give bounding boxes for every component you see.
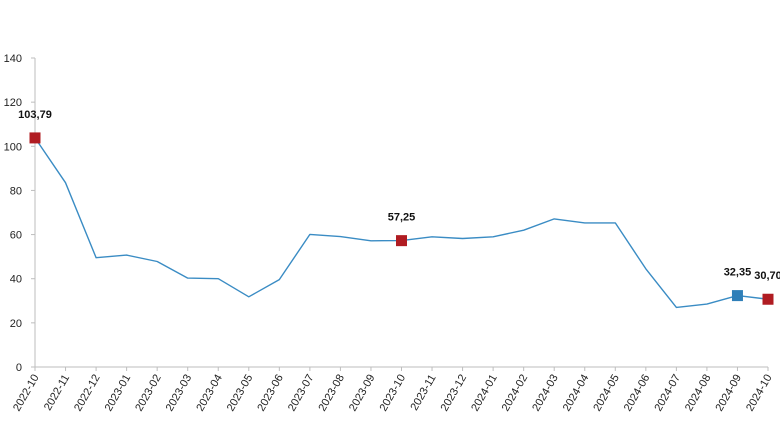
data-marker: [762, 293, 774, 305]
x-tick-label: 2024-03: [530, 373, 561, 414]
x-tick-label: 2023-08: [316, 373, 347, 414]
x-tick-label: 2023-07: [286, 373, 317, 414]
data-label: 30,70: [754, 270, 780, 282]
x-tick-label: 2022-11: [42, 373, 72, 413]
y-tick-label: 60: [10, 230, 22, 242]
x-tick-label: 2023-01: [103, 373, 134, 414]
y-tick-label: 120: [4, 97, 22, 109]
y-tick-label: 140: [4, 53, 22, 65]
y-tick-label: 0: [16, 362, 22, 374]
data-marker: [731, 290, 743, 302]
x-tick-label: 2023-11: [408, 373, 438, 413]
x-tick-label: 2024-01: [469, 373, 500, 414]
x-tick-label: 2024-04: [561, 373, 592, 414]
x-tick-label: 2024-08: [683, 373, 714, 414]
x-tick-label: 2023-05: [225, 373, 256, 414]
x-tick-label: 2024-09: [713, 373, 744, 414]
x-tick-label: 2024-10: [744, 373, 775, 414]
x-tick-label: 2023-06: [255, 373, 286, 414]
x-tick-label: 2024-07: [652, 373, 683, 414]
x-tick-label: 2022-12: [72, 373, 103, 414]
data-label: 103,79: [18, 109, 52, 121]
y-tick-label: 80: [10, 185, 22, 197]
x-tick-label: 2023-02: [133, 373, 164, 414]
data-marker: [396, 235, 407, 247]
x-tick-label: 2023-09: [347, 373, 378, 414]
y-axis: 0 20 40 60 80 100 120 140: [4, 53, 36, 374]
x-tick-label: 2024-06: [622, 373, 653, 414]
data-marker: [29, 132, 41, 144]
x-axis: 2022-10 2022-11 2022-12 2023-01 2023-02 2023-…: [11, 366, 775, 414]
data-label: 57,25: [388, 212, 416, 224]
marker-group: 103,79 57,25 32,35 30,70: [18, 109, 780, 305]
data-label: 32,35: [724, 267, 752, 279]
x-tick-label: 2024-05: [591, 373, 622, 414]
x-tick-label: 2024-02: [500, 373, 531, 414]
y-tick-label: 100: [4, 141, 22, 153]
x-tick-label: 2022-10: [11, 373, 42, 414]
y-tick-label: 20: [10, 318, 22, 330]
y-tick-label: 40: [10, 274, 22, 286]
x-tick-label: 2023-10: [378, 373, 409, 414]
x-tick-label: 2023-12: [439, 373, 470, 414]
x-tick-label: 2023-03: [164, 373, 195, 414]
x-tick-label: 2023-04: [194, 373, 225, 414]
